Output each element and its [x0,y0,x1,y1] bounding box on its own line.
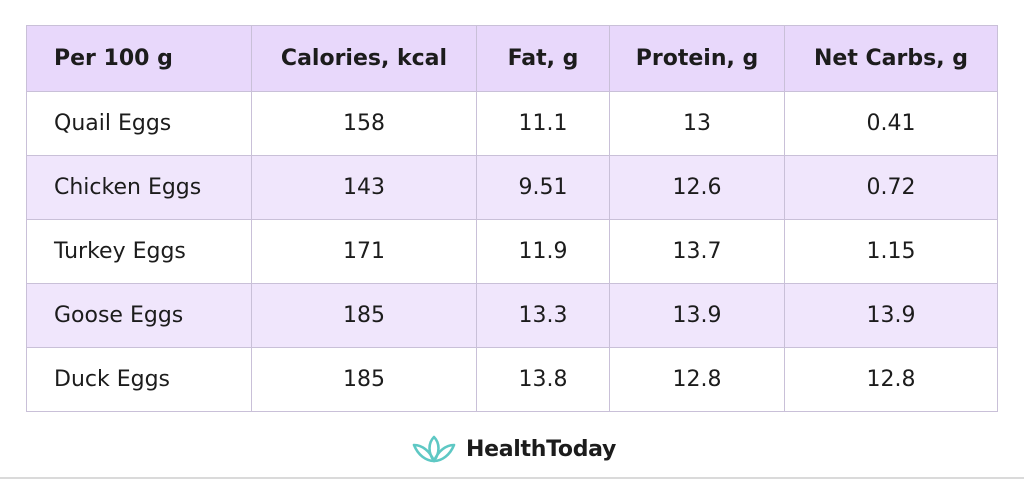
bottom-divider [0,477,1024,479]
brand-name: HealthToday [466,436,617,462]
lotus-icon [412,435,456,463]
table-row: Goose Eggs 185 13.3 13.9 13.9 [26,283,998,348]
table-cell: 13.9 [609,283,785,348]
table-cell: 13.3 [476,283,610,348]
table-cell: 185 [251,283,477,348]
table-row: Quail Eggs 158 11.1 13 0.41 [26,91,998,156]
column-header: Protein, g [609,25,785,92]
table-cell: 13.7 [609,219,785,284]
row-label: Duck Eggs [26,347,252,412]
table-cell: 12.8 [784,347,998,412]
table-cell: 171 [251,219,477,284]
table-row: Duck Eggs 185 13.8 12.8 12.8 [26,347,998,412]
nutrition-table-container: Per 100 g Calories, kcal Fat, g Protein,… [26,25,998,412]
row-label: Goose Eggs [26,283,252,348]
table-cell: 185 [251,347,477,412]
nutrition-table: Per 100 g Calories, kcal Fat, g Protein,… [26,25,998,412]
row-label: Quail Eggs [26,91,252,156]
row-label: Turkey Eggs [26,219,252,284]
table-cell: 13 [609,91,785,156]
table-cell: 11.9 [476,219,610,284]
brand-logo[interactable]: HealthToday [410,433,616,465]
column-header: Net Carbs, g [784,25,998,92]
table-cell: 9.51 [476,155,610,220]
table-cell: 158 [251,91,477,156]
column-header: Per 100 g [26,25,252,92]
table-row: Chicken Eggs 143 9.51 12.6 0.72 [26,155,998,220]
table-cell: 0.72 [784,155,998,220]
table-cell: 1.15 [784,219,998,284]
row-label: Chicken Eggs [26,155,252,220]
table-cell: 12.8 [609,347,785,412]
table-cell: 11.1 [476,91,610,156]
table-header-row: Per 100 g Calories, kcal Fat, g Protein,… [26,25,998,92]
table-cell: 12.6 [609,155,785,220]
column-header: Fat, g [476,25,610,92]
table-cell: 143 [251,155,477,220]
table-cell: 13.8 [476,347,610,412]
table-cell: 13.9 [784,283,998,348]
column-header: Calories, kcal [251,25,477,92]
table-row: Turkey Eggs 171 11.9 13.7 1.15 [26,219,998,284]
table-cell: 0.41 [784,91,998,156]
